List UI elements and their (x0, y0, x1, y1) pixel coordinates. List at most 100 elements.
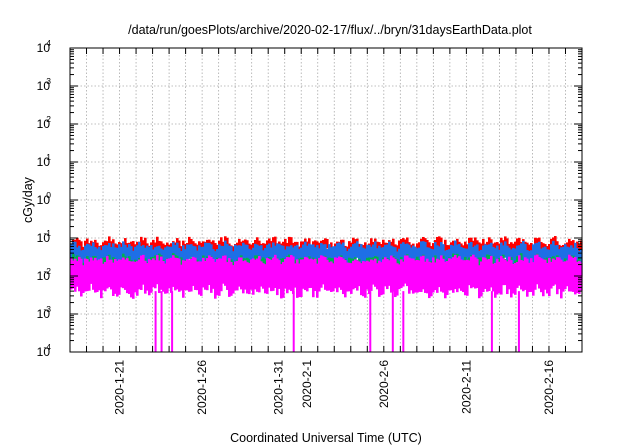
y-tick-label: 10-2 (37, 266, 52, 283)
series-band (458, 256, 461, 289)
series-band (300, 247, 303, 267)
series-band (268, 243, 271, 268)
series-band (526, 258, 529, 297)
series-band (276, 258, 279, 296)
series-band (390, 245, 393, 265)
series-band (202, 257, 205, 288)
series-band (350, 246, 353, 263)
series-band (324, 244, 327, 263)
series-band (448, 258, 451, 291)
series-band (212, 258, 215, 289)
series-band (506, 245, 509, 262)
series-band (286, 256, 289, 294)
series-band (446, 261, 449, 295)
series-band (392, 238, 395, 253)
series-band (166, 246, 169, 269)
series-band (120, 246, 123, 269)
series-band (380, 262, 383, 296)
series-band (252, 243, 255, 250)
series-band (112, 262, 115, 296)
series-band (70, 257, 73, 290)
series-band (438, 259, 441, 288)
series-band (170, 246, 173, 262)
series-band (404, 243, 407, 258)
series-band (542, 247, 545, 269)
series-band (282, 261, 285, 298)
series-band (150, 260, 153, 293)
series-band (388, 241, 391, 261)
series-band (238, 245, 241, 258)
series-band (234, 244, 237, 265)
series-band (396, 245, 399, 253)
series-band (442, 244, 445, 268)
series-band (124, 259, 127, 290)
series-band (302, 244, 305, 263)
series-band (186, 258, 189, 291)
data-series (70, 236, 583, 352)
series-band (134, 261, 137, 293)
series-band (186, 244, 189, 265)
series-band (420, 241, 423, 265)
x-tick-label: 2020-1-31 (272, 360, 286, 415)
series-band (322, 244, 325, 261)
series-band (236, 242, 239, 248)
series-band (280, 264, 283, 299)
y-tick-label: 104 (37, 38, 52, 55)
series-band (536, 254, 539, 285)
series-band (572, 258, 575, 292)
series-band (520, 260, 523, 290)
series-band (522, 260, 525, 292)
y-tick-label: 10-3 (37, 304, 52, 321)
series-band (574, 242, 577, 264)
series-band (340, 257, 343, 290)
series-band (156, 255, 159, 285)
series-band (386, 258, 389, 290)
series-band (398, 248, 401, 263)
series-band (374, 241, 377, 266)
series-band (298, 263, 301, 298)
series-band (314, 258, 317, 292)
series-band (572, 240, 575, 250)
series-band (486, 259, 489, 292)
series-band (330, 261, 333, 292)
series-band (502, 245, 505, 259)
series-band (200, 261, 203, 296)
series-band (402, 242, 405, 262)
series-band (444, 239, 447, 252)
series-band (308, 243, 311, 264)
series-band (312, 259, 315, 298)
series-band (294, 245, 297, 266)
series-band (482, 245, 485, 267)
series-band (534, 255, 537, 290)
series-band (516, 245, 519, 261)
series-band (434, 242, 437, 263)
series-band (74, 258, 77, 292)
series-band (180, 264, 183, 291)
series-band (86, 243, 89, 268)
series-band (404, 255, 407, 284)
series-band (412, 258, 415, 294)
series-band (290, 254, 293, 292)
y-axis-label: cGy/day (21, 176, 35, 223)
series-band (72, 241, 75, 263)
series-band (266, 244, 269, 271)
series-band (508, 256, 511, 290)
series-band (356, 241, 359, 258)
series-band (544, 259, 547, 290)
series-band (140, 236, 143, 251)
series-band (204, 260, 207, 290)
series-band (496, 258, 499, 295)
series-band (406, 255, 409, 287)
series-band (488, 237, 491, 249)
series-band (548, 257, 551, 297)
series-band (556, 241, 559, 249)
series-band (546, 262, 549, 294)
series-band (264, 248, 267, 270)
series-band (338, 242, 341, 266)
series-band (414, 246, 417, 268)
series-band (126, 243, 129, 250)
series-band (386, 244, 389, 260)
series-band (550, 244, 553, 264)
series-band (148, 246, 151, 266)
series-band (136, 261, 139, 296)
